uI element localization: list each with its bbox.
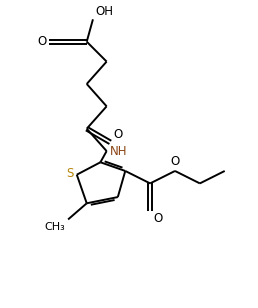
Text: O: O <box>113 128 123 141</box>
Text: NH: NH <box>110 144 127 158</box>
Text: O: O <box>153 212 162 225</box>
Text: S: S <box>66 167 74 180</box>
Text: O: O <box>37 35 46 48</box>
Text: O: O <box>170 155 180 168</box>
Text: OH: OH <box>95 5 113 18</box>
Text: CH₃: CH₃ <box>45 222 66 232</box>
